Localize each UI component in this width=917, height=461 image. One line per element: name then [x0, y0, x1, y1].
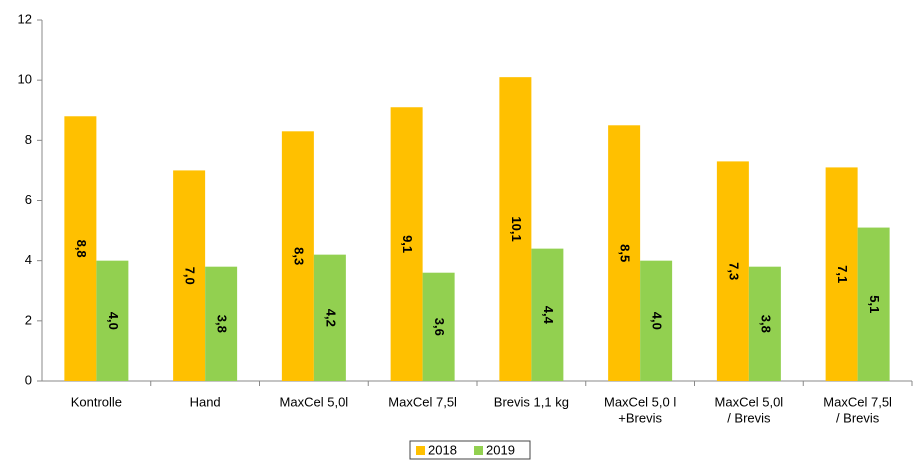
value-label: 9,1	[400, 235, 415, 253]
y-tick-label: 12	[18, 11, 32, 26]
legend-swatch	[416, 446, 425, 455]
y-tick-label: 0	[25, 372, 32, 387]
chart: 0 2 4 6 8 10 12 Kontrolle 8,8 4,0 Hand 7,0 3,8 MaxCel…	[0, 0, 917, 461]
value-label: 3,6	[432, 318, 447, 336]
value-label: 10,1	[509, 216, 524, 241]
value-label: 4,0	[106, 312, 121, 330]
value-label: 3,8	[758, 315, 773, 333]
x-tick-label: Kontrolle	[71, 394, 122, 409]
x-tick-label: +Brevis	[618, 410, 662, 425]
value-label: 8,5	[618, 244, 633, 262]
legend-swatch	[474, 446, 483, 455]
x-tick-label: MaxCel 5,0l	[715, 394, 784, 409]
x-tick-label: / Brevis	[836, 410, 880, 425]
x-tick-label: / Brevis	[727, 410, 771, 425]
value-label: 3,8	[215, 315, 230, 333]
value-label: 4,4	[541, 306, 556, 325]
value-label: 7,0	[183, 267, 198, 285]
value-label: 4,2	[323, 309, 338, 327]
x-tick-label: MaxCel 7,5l	[823, 394, 892, 409]
legend-label: 2018	[428, 442, 457, 457]
y-tick-label: 4	[25, 252, 32, 267]
x-tick-label: Brevis 1,1 kg	[494, 394, 569, 409]
y-tick-label: 6	[25, 192, 32, 207]
value-label: 7,1	[835, 265, 850, 283]
x-tick-label: MaxCel 5,0 l	[604, 394, 676, 409]
value-label: 5,1	[867, 295, 882, 313]
y-tick-label: 10	[18, 72, 32, 87]
value-label: 7,3	[726, 262, 741, 280]
value-label: 8,3	[291, 247, 306, 265]
legend: 2018 2019	[410, 441, 530, 459]
x-tick-label: MaxCel 7,5l	[388, 394, 457, 409]
x-tick-label: MaxCel 5,0l	[280, 394, 349, 409]
value-label: 8,8	[74, 240, 89, 258]
value-label: 4,0	[650, 312, 665, 330]
legend-label: 2019	[486, 442, 515, 457]
y-tick-label: 8	[25, 132, 32, 147]
x-tick-label: Hand	[190, 394, 221, 409]
y-tick-label: 2	[25, 312, 32, 327]
